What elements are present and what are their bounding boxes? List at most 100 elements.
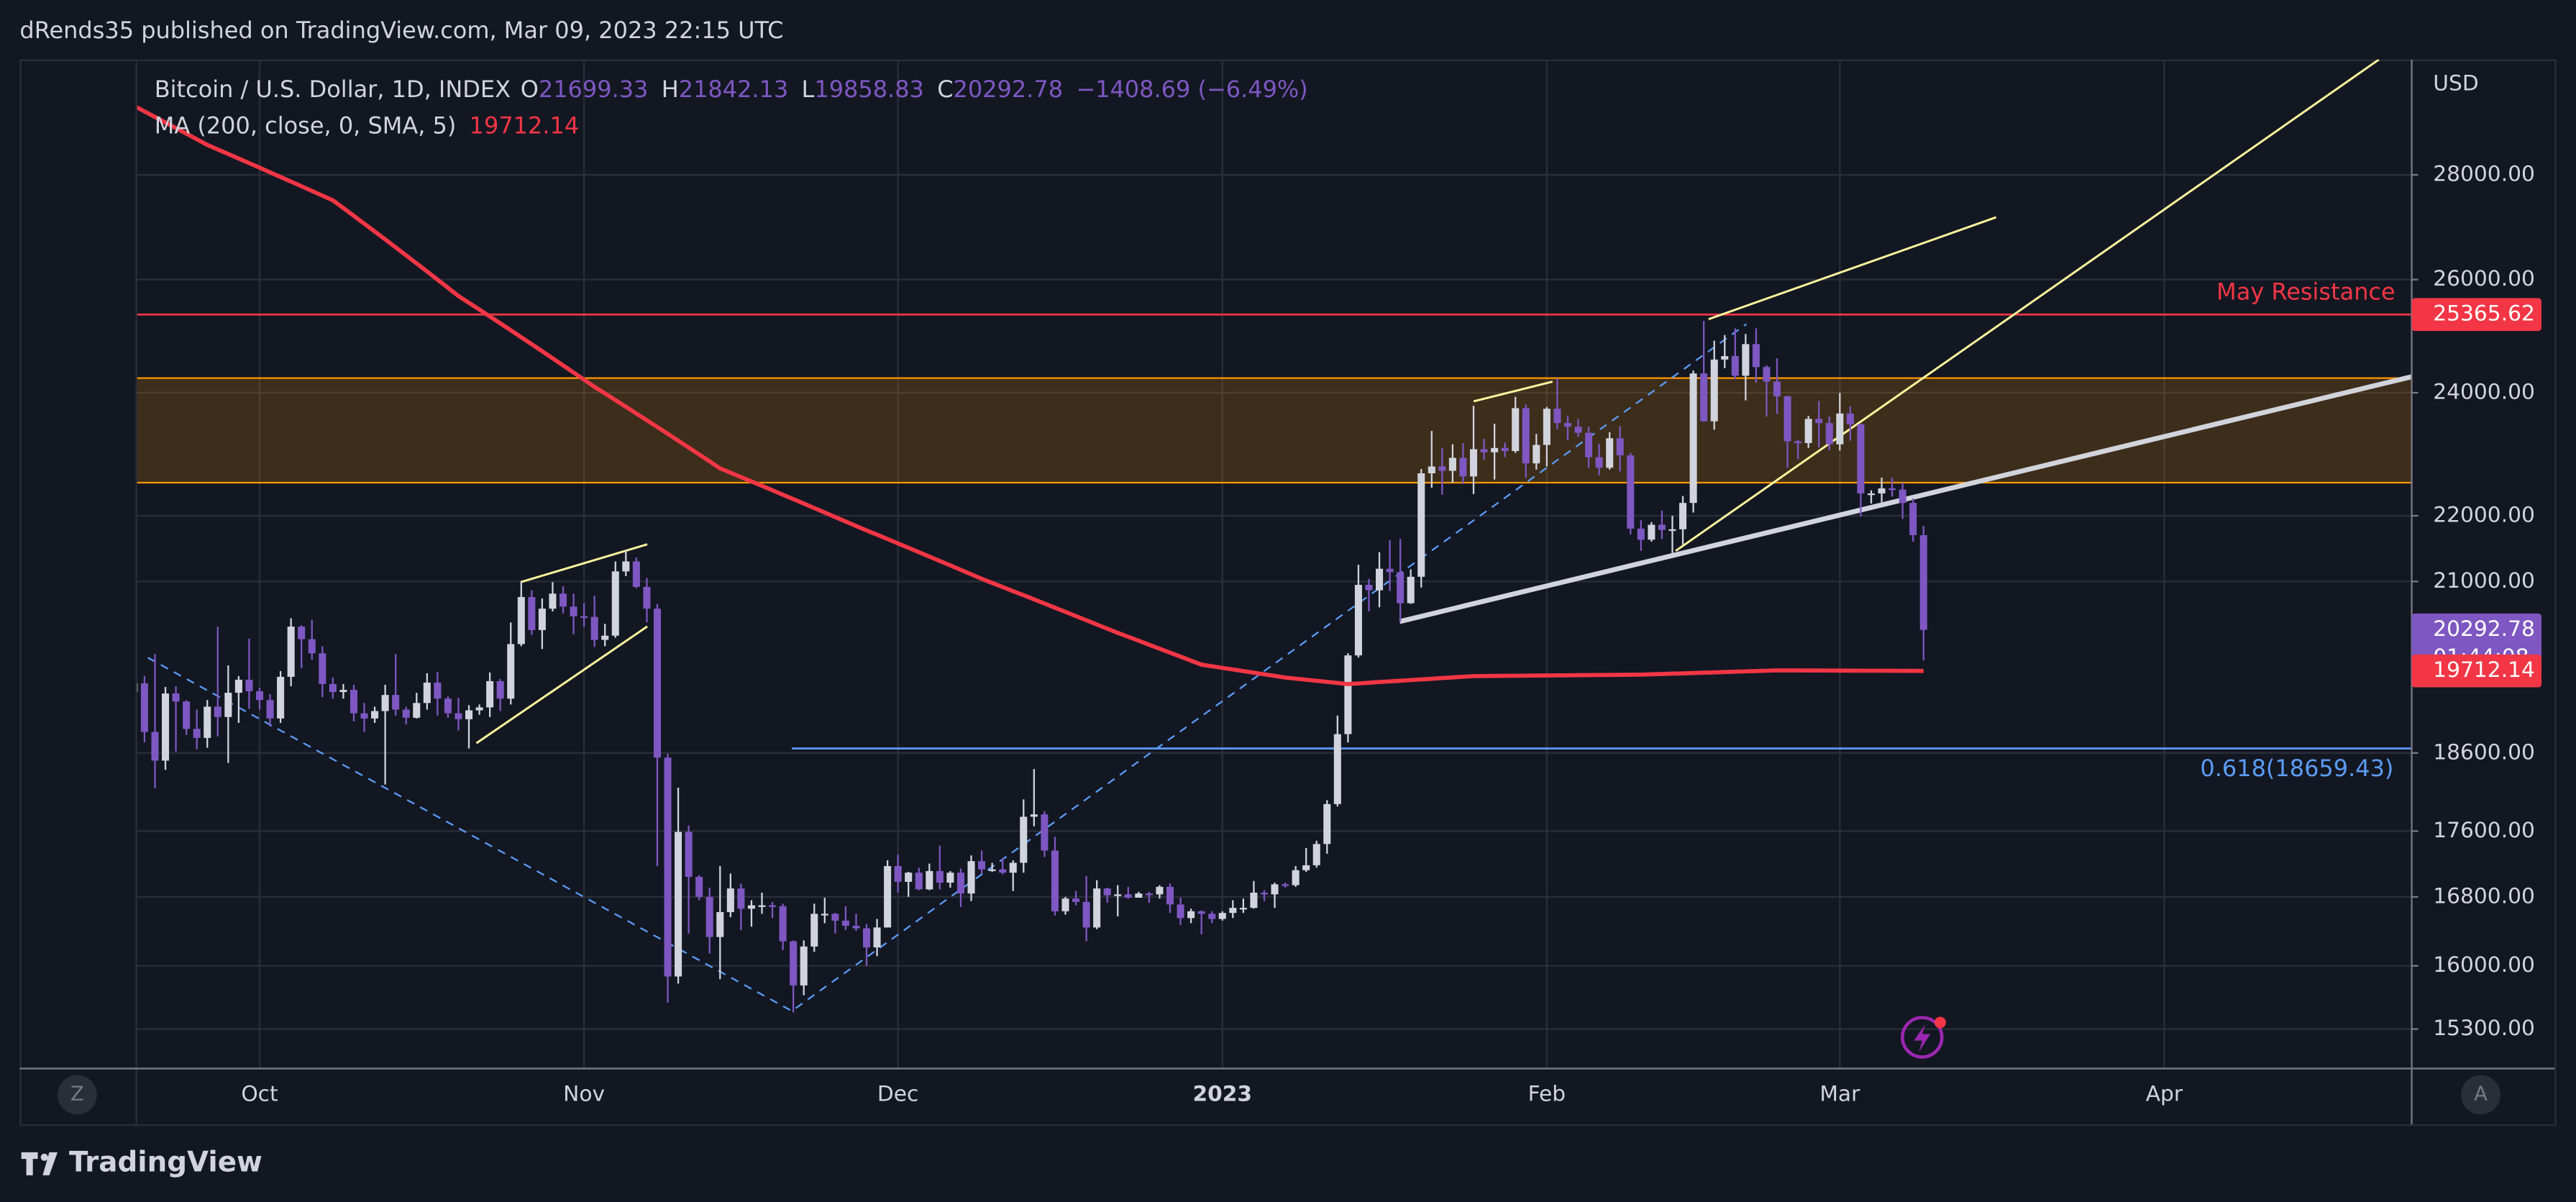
candle-body (737, 888, 745, 909)
candle-body (507, 644, 515, 699)
ma-line (136, 104, 1924, 686)
candle-body (1543, 409, 1550, 445)
candle-body (1354, 585, 1362, 656)
candle-body (1679, 503, 1687, 529)
candle-body (1512, 408, 1520, 452)
candle-body (1271, 884, 1279, 895)
logo-dot (40, 1153, 48, 1161)
candle-body (1229, 908, 1237, 914)
candle-body (1041, 814, 1049, 851)
x-tick-label: Mar (1819, 1081, 1860, 1106)
candle-body (360, 713, 368, 719)
candle-body (1627, 455, 1635, 529)
y-tick-label: 28000.00 (2433, 162, 2535, 187)
candle-body (298, 627, 306, 639)
resistance-price-tag: 25365.62 (2433, 301, 2535, 327)
candle-body (339, 690, 347, 693)
legend-ohlc-value: 21699.33 (539, 76, 649, 103)
y-tick-label: 22000.00 (2433, 502, 2535, 527)
corner-button[interactable] (2461, 1075, 2500, 1115)
trend-line (1675, 59, 2380, 552)
candle-body (549, 593, 557, 609)
candle-body (1710, 359, 1718, 422)
brand-name: TradingView (69, 1146, 262, 1178)
candle-body (1563, 423, 1572, 427)
y-tick-label: 26000.00 (2433, 266, 2535, 291)
candle-body (1585, 432, 1593, 457)
candle-body (988, 869, 996, 871)
candle-body (1218, 913, 1226, 919)
alert-dot[interactable] (1934, 1016, 1946, 1029)
candle-body (926, 870, 933, 890)
candle-body (841, 920, 849, 926)
candle-body (1260, 892, 1269, 895)
alert-icon[interactable] (1901, 1016, 1946, 1059)
candle-body (726, 888, 734, 912)
candle-body (800, 946, 808, 985)
legend-title: Bitcoin / U.S. Dollar, 1D, INDEX (155, 76, 511, 103)
candle-body (810, 914, 818, 947)
candle-body (528, 596, 536, 630)
candle-body (1909, 503, 1917, 535)
candle-body (1637, 528, 1645, 540)
x-tick-label: Oct (241, 1081, 278, 1106)
candle-body (852, 925, 860, 929)
candle-body (1187, 911, 1195, 919)
y-tick-label: 15300.00 (2433, 1016, 2535, 1041)
candle-body (1574, 427, 1582, 433)
candle-body (1857, 424, 1865, 493)
x-tick-label: 2023 (1192, 1081, 1252, 1106)
candle-body (862, 928, 871, 948)
candle-body (329, 683, 337, 693)
candle-body (1469, 449, 1478, 477)
corner-label[interactable]: Z (70, 1083, 84, 1105)
candle-body (1700, 373, 1708, 422)
candle-body (392, 695, 400, 710)
candle-body (1282, 884, 1289, 886)
legend-ohlc-key: L (802, 76, 815, 103)
candle-body (1794, 441, 1802, 443)
alert-ring[interactable] (1901, 1016, 1944, 1059)
corner-label[interactable]: A (2474, 1083, 2488, 1105)
candle-body (1333, 734, 1341, 804)
candle-body (873, 927, 881, 948)
candle-body (183, 701, 191, 729)
alert-bolt[interactable] (1914, 1024, 1931, 1052)
candle-body (1093, 888, 1101, 928)
candle-body (967, 861, 975, 894)
candle-body (486, 680, 494, 708)
y-tick-label: 24000.00 (2433, 379, 2535, 404)
candle-body (884, 866, 892, 928)
candle-body (946, 873, 954, 883)
candle-body (1302, 865, 1310, 870)
brand-logo (21, 1152, 58, 1175)
candle-body (1658, 524, 1666, 530)
candle-body (162, 693, 170, 761)
supply-zone (136, 378, 2412, 483)
candle-body (1836, 413, 1844, 445)
corner-button[interactable] (57, 1075, 97, 1115)
axes: 15300.00 16000.00 16800.00 17600.00 18600.00… (241, 162, 2535, 1107)
candle-body (1533, 445, 1540, 464)
candle-body (559, 593, 567, 607)
candle-body (1397, 572, 1405, 604)
candle-body (1323, 803, 1331, 844)
candle-body (1888, 488, 1896, 491)
candle-body (1124, 894, 1132, 898)
candles (136, 321, 1927, 1013)
candle-body (685, 832, 693, 877)
ma-value: 19712.14 (470, 111, 580, 139)
candle-body (1825, 423, 1833, 445)
candle-body (475, 707, 483, 711)
candle-body (716, 911, 724, 937)
candle-body (1553, 409, 1561, 424)
candle-body (1145, 893, 1153, 896)
legend-ohlc-value: 21842.13 (679, 76, 789, 103)
candle-body (1606, 438, 1614, 468)
candle-body (653, 609, 661, 758)
resistance-price-tag-box (2411, 298, 2542, 332)
candle-body (1752, 344, 1760, 368)
candle-body (1501, 447, 1509, 452)
candle-body (1009, 862, 1017, 873)
candle-body (538, 609, 546, 630)
